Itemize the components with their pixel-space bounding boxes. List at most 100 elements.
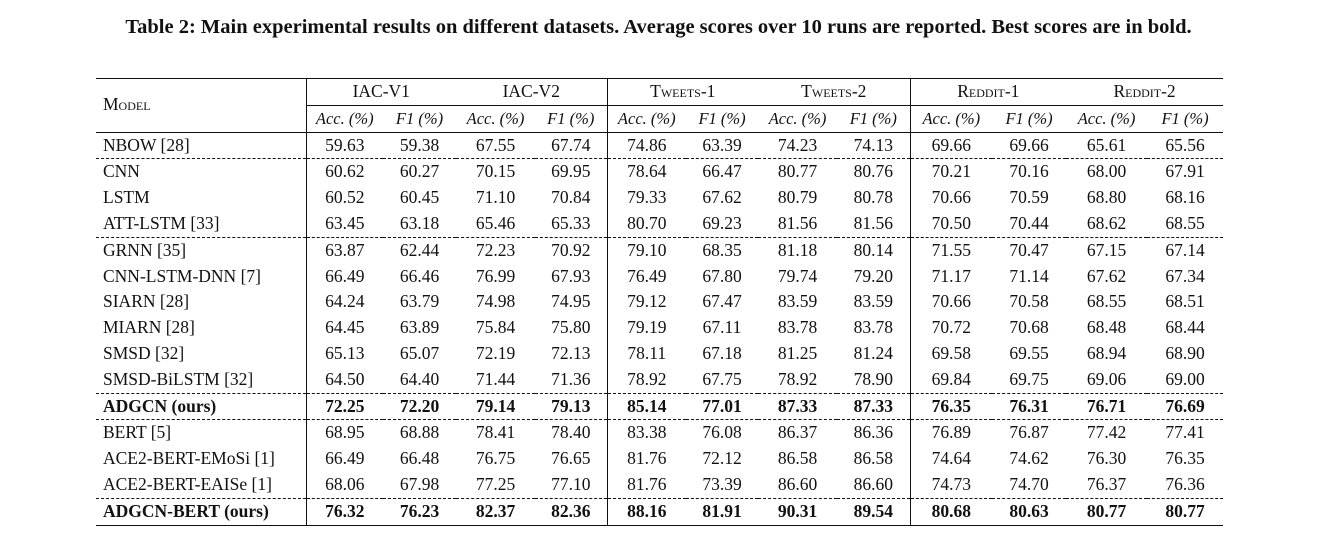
model-name-cell: CNN [96,158,306,186]
score-cell: 68.88 [383,419,457,447]
score-cell: 83.78 [777,317,818,338]
score-cell: 67.14 [1147,236,1224,264]
score-cell: 64.50 [305,366,383,394]
score-cell: 66.48 [399,448,440,469]
score-cell: 78.92 [777,368,818,389]
score-cell: 85.14 [606,392,687,420]
score-cell: 71.55 [909,236,993,264]
score-cell: 72.20 [383,392,457,420]
score-cell: 74.98 [475,291,516,312]
score-cell: 74.62 [1009,448,1049,469]
table-row: SMSD-BiLSTM [32] 64.50 64.40 71.44 71.36 78.9… [96,366,1223,394]
score-cell: 70.59 [1009,187,1049,208]
score-cell: 60.52 [305,185,383,211]
score-cell: 71.14 [1009,265,1049,286]
score-cell: 87.33 [837,392,911,420]
score-cell: 70.72 [909,315,993,341]
score-cell: 64.45 [305,315,383,341]
metric-header-row: Acc. (%) F1 (%) Acc. (%) F1 (%) Acc. (%)… [96,105,1223,133]
metric-header: F1 (%) [698,108,746,128]
score-cell: 69.66 [992,131,1067,159]
score-cell: 69.75 [1009,368,1049,389]
score-cell: 67.75 [702,368,742,389]
model-name-cell: LSTM [103,187,150,208]
table-row: CNN 60.62 60.27 70.15 69.95 78.64 66.47 80.77 80… [96,158,1224,186]
score-cell: 70.68 [1009,317,1049,338]
score-cell: 74.23 [758,131,838,159]
table-row: ATT-LSTM [33] 63.45 63.18 65.46 65.33 80.70 69… [96,210,1223,238]
metric-header: F1 (%) [1161,108,1209,128]
score-cell: 70.66 [909,185,993,211]
score-cell: 80.68 [909,497,993,526]
score-cell: 71.44 [475,368,516,389]
dataset-header-iac-v2: IAC-V2 [456,78,608,106]
score-cell: 69.23 [702,212,742,233]
score-cell: 83.38 [606,419,687,447]
metric-header: Acc. (%) [768,108,827,128]
score-cell: 80.77 [1147,497,1224,526]
score-cell: 78.41 [456,419,536,447]
table-row: LSTM 60.52 60.45 71.10 70.84 79.33 67.62 80.79 8… [96,185,1223,211]
dataset-header-tweets-1: Tweets-1 [606,78,759,106]
score-cell: 74.70 [1009,473,1049,494]
table-body: NBOW [28] 59.63 59.38 67.55 67.74 74.86 63.39 7… [96,131,1224,526]
score-cell: 65.07 [399,342,440,363]
score-cell: 86.58 [853,448,893,469]
score-cell: 76.99 [475,265,516,286]
score-cell: 74.95 [551,291,591,312]
score-cell: 64.24 [305,289,383,316]
table-row: ACE2-BERT-EAISe [1] 68.06 67.98 77.25 77.10 8… [96,471,1223,499]
score-cell: 65.13 [305,340,383,367]
score-cell: 68.06 [305,471,383,499]
table-row: NBOW [28] 59.63 59.38 67.55 67.74 74.86 63.39 7… [96,131,1224,159]
score-cell: 80.78 [853,187,893,208]
score-cell: 72.12 [702,448,742,469]
score-cell: 79.13 [535,392,608,420]
score-cell: 60.45 [399,187,440,208]
table-row: BERT [5] 68.95 68.88 78.41 78.40 83.38 76.08 86… [96,419,1224,447]
score-cell: 86.36 [837,419,911,447]
score-cell: 67.98 [399,473,440,494]
score-cell: 68.48 [1086,317,1127,338]
model-name-cell: ADGCN-BERT (ours) [96,497,306,526]
table-row: ADGCN-BERT (ours) 76.32 76.23 82.37 82.36 88.… [96,497,1224,526]
score-cell: 77.42 [1066,419,1148,447]
score-cell: 68.95 [305,419,383,447]
score-cell: 67.11 [702,317,742,338]
score-cell: 70.66 [909,289,993,316]
score-cell: 68.55 [1086,291,1127,312]
score-cell: 76.32 [305,497,383,526]
table-row: ACE2-BERT-EMoSi [1] 66.49 66.48 76.75 76.65 8… [96,446,1223,472]
score-cell: 76.37 [1086,473,1127,494]
score-cell: 70.21 [909,158,993,186]
score-cell: 76.69 [1147,392,1224,420]
score-cell: 63.79 [399,291,440,312]
score-cell: 86.60 [853,473,893,494]
score-cell: 68.35 [686,236,759,264]
score-cell: 77.41 [1147,419,1224,447]
score-cell: 81.25 [777,342,818,363]
score-cell: 81.91 [686,497,759,526]
score-cell: 79.14 [456,392,536,420]
score-cell: 69.84 [909,366,993,394]
score-cell: 74.73 [909,471,993,499]
score-cell: 67.62 [1086,265,1127,286]
score-cell: 71.36 [551,368,591,389]
score-cell: 67.34 [1165,265,1205,286]
score-cell: 81.56 [777,212,818,233]
score-cell: 76.65 [551,448,591,469]
score-cell: 69.95 [535,158,608,186]
score-cell: 76.36 [1165,473,1205,494]
model-name-cell: ADGCN (ours) [96,392,306,420]
score-cell: 70.47 [992,236,1067,264]
score-cell: 80.79 [777,187,818,208]
metric-header: F1 (%) [849,108,897,128]
metric-header: Acc. (%) [305,105,383,133]
score-cell: 68.51 [1165,291,1205,312]
score-cell: 67.80 [702,265,742,286]
score-cell: 76.87 [992,419,1067,447]
score-cell: 83.59 [777,291,818,312]
score-cell: 78.40 [535,419,608,447]
model-name-cell: NBOW [28] [96,131,306,159]
score-cell: 80.77 [1066,497,1148,526]
